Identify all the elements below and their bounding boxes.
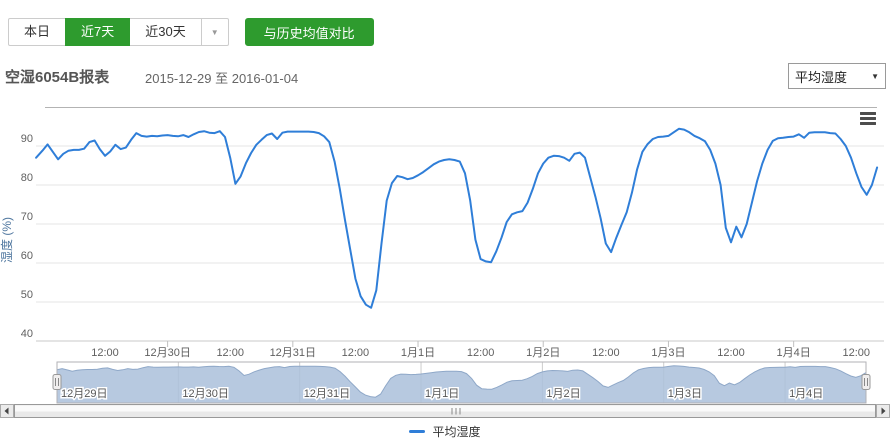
legend-marker-icon [409, 430, 426, 433]
x-tick-label: 12月30日 [144, 347, 190, 359]
navigator-date-label: 12月29日 [61, 388, 107, 400]
navigator-date-label: 12月30日 [182, 388, 228, 400]
x-tick-label: 1月2日 [526, 347, 560, 359]
x-tick-label: 12:00 [592, 347, 620, 359]
range-today-button[interactable]: 本日 [8, 18, 67, 46]
header-divider [45, 107, 877, 108]
metric-select[interactable]: 平均湿度 ▼ [788, 63, 886, 89]
y-tick-label: 70 [21, 211, 33, 223]
x-tick-label: 12:00 [342, 347, 370, 359]
navigator-left-handle[interactable] [52, 362, 62, 403]
scroll-left-icon [4, 407, 9, 415]
range-button-group: 本日 近7天 近30天 ▼ [8, 18, 229, 46]
x-tick-label: 12:00 [842, 347, 870, 359]
select-arrow-icon: ▼ [871, 71, 879, 81]
chart-canvas: 90 80 70 60 50 40 湿度 (%) 12:00 12月30日 12:00 12月31日… [0, 127, 890, 418]
x-tick-label: 1月1日 [401, 347, 435, 359]
navigator-date-label: 12月31日 [304, 388, 350, 400]
compare-history-button[interactable]: 与历史均值对比 [244, 18, 374, 46]
menu-bar [860, 112, 876, 115]
navigator-right-handle[interactable] [861, 362, 871, 403]
range-toolbar: 本日 近7天 近30天 ▼ 与历史均值对比 [8, 18, 374, 46]
x-tick-label: 12:00 [91, 347, 119, 359]
scrollbar-right-button[interactable] [876, 404, 890, 418]
navigator-area[interactable] [57, 365, 866, 403]
range-7days-button[interactable]: 近7天 [65, 18, 131, 46]
menu-bar [860, 117, 876, 120]
page-title: 空湿6054B报表 [5, 69, 110, 86]
menu-bar [860, 122, 876, 125]
x-tick-label: 12:00 [216, 347, 244, 359]
y-tick-label: 50 [21, 289, 33, 301]
scrollbar-thumb-highlight [15, 405, 875, 412]
chart-menu-button[interactable] [860, 112, 876, 127]
humidity-series-line[interactable] [35, 127, 879, 309]
navigator-date-label: 1月2日 [546, 388, 580, 400]
chart-legend-item[interactable]: 平均湿度 [0, 423, 890, 440]
x-tick-label: 1月4日 [777, 347, 811, 359]
range-dropdown-button[interactable]: ▼ [200, 18, 229, 46]
report-header: 空湿6054B报表 2015-12-29 至 2016-01-04 平均湿度 ▼ [0, 60, 890, 94]
metric-select-value: 平均湿度 [795, 69, 848, 85]
y-tick-label: 60 [21, 250, 33, 262]
legend-label: 平均湿度 [432, 425, 481, 439]
x-tick-label: 1月3日 [651, 347, 685, 359]
y-tick-label: 80 [21, 172, 33, 184]
y-axis-title: 湿度 (%) [0, 217, 14, 263]
scroll-right-icon [881, 407, 886, 415]
date-range: 2015-12-29 至 2016-01-04 [145, 71, 299, 86]
humidity-chart: 90 80 70 60 50 40 湿度 (%) 12:00 12月30日 12:00 12月31日… [0, 100, 890, 446]
navigator-date-label: 1月1日 [425, 388, 459, 400]
range-30days-button[interactable]: 近30天 [129, 18, 202, 46]
y-tick-label: 40 [21, 328, 33, 340]
y-tick-label: 90 [21, 133, 33, 145]
navigator-series-line [56, 365, 867, 398]
caret-down-icon: ▼ [210, 28, 219, 37]
scrollbar-left-button[interactable] [0, 404, 14, 418]
navigator-date-label: 1月4日 [789, 388, 823, 400]
x-tick-label: 12:00 [717, 347, 745, 359]
x-tick-label: 12:00 [467, 347, 495, 359]
navigator-date-label: 1月3日 [668, 388, 702, 400]
x-tick-label: 12月31日 [270, 347, 316, 359]
